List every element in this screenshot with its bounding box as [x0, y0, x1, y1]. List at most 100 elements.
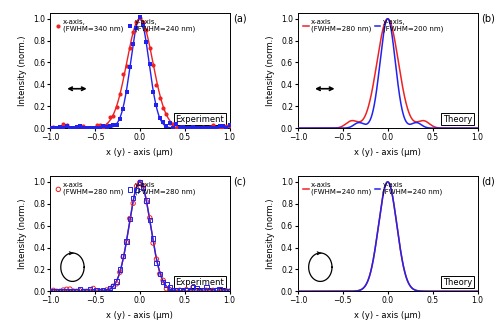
Point — [132, 184, 140, 189]
Point — [132, 25, 140, 31]
Point — [176, 124, 184, 129]
Point — [162, 123, 170, 129]
Point — [46, 289, 54, 294]
Point — [80, 289, 88, 294]
Text: Experiment: Experiment — [176, 115, 224, 123]
Point — [212, 288, 220, 293]
Point — [196, 125, 203, 131]
X-axis label: x (y) - axis (μm): x (y) - axis (μm) — [106, 311, 173, 320]
Point — [89, 289, 97, 294]
Point — [199, 289, 207, 294]
Point — [46, 125, 54, 131]
Point — [179, 124, 187, 129]
Point — [62, 124, 70, 129]
Point — [112, 281, 120, 286]
Point — [199, 287, 207, 293]
Point — [86, 125, 94, 130]
Point — [219, 289, 227, 294]
Point — [156, 96, 164, 101]
Point — [80, 123, 88, 129]
Point — [186, 289, 194, 294]
Point — [149, 89, 157, 95]
Point — [119, 254, 127, 259]
Point — [216, 125, 224, 130]
Point — [72, 289, 80, 294]
Point — [126, 65, 134, 70]
Point — [186, 125, 194, 131]
Point — [50, 289, 58, 294]
Point — [46, 125, 54, 131]
Text: Theory: Theory — [443, 278, 472, 287]
Point — [60, 121, 68, 127]
Point — [149, 63, 157, 68]
Point — [139, 22, 147, 27]
Legend: x-axis
(FWHM=280 nm), y-axis
(FWHM=280 nm): x-axis (FWHM=280 nm), y-axis (FWHM=280 n… — [54, 180, 197, 198]
Point — [172, 121, 180, 127]
Point — [216, 123, 224, 129]
Point — [169, 289, 177, 294]
Point — [112, 122, 120, 127]
Point — [56, 289, 64, 294]
Point — [109, 284, 117, 289]
Point — [116, 91, 124, 96]
Point — [92, 122, 100, 128]
Point — [92, 289, 100, 294]
Point — [222, 123, 230, 129]
Point — [89, 125, 97, 130]
Point — [50, 124, 58, 130]
Y-axis label: Intensity (norm.): Intensity (norm.) — [266, 35, 276, 106]
X-axis label: x (y) - axis (μm): x (y) - axis (μm) — [106, 148, 173, 157]
Point — [112, 279, 120, 284]
Point — [56, 125, 64, 131]
Point — [109, 113, 117, 118]
Point — [70, 289, 78, 294]
Point — [82, 289, 90, 294]
Point — [192, 125, 200, 131]
Point — [106, 285, 114, 291]
Point — [70, 125, 78, 130]
Point — [142, 39, 150, 45]
Point — [129, 195, 137, 200]
Point — [122, 89, 130, 94]
Point — [162, 282, 170, 287]
Point — [182, 125, 190, 130]
Point — [196, 125, 203, 130]
X-axis label: x (y) - axis (μm): x (y) - axis (μm) — [354, 148, 421, 157]
Point — [129, 201, 137, 206]
Point — [119, 71, 127, 76]
Point — [142, 27, 150, 32]
Point — [52, 289, 60, 294]
Point — [119, 106, 127, 112]
Point — [192, 286, 200, 291]
Point — [222, 288, 230, 294]
Point — [146, 217, 154, 223]
Point — [139, 185, 147, 190]
Point — [206, 125, 214, 130]
Point — [169, 125, 177, 131]
Point — [179, 289, 187, 294]
Point — [166, 285, 173, 290]
Point — [56, 124, 64, 129]
Point — [149, 240, 157, 246]
Point — [122, 239, 130, 244]
Point — [122, 63, 130, 68]
Point — [179, 125, 187, 131]
Point — [222, 125, 230, 131]
Point — [182, 125, 190, 131]
Point — [99, 288, 107, 293]
Point — [62, 289, 70, 294]
Point — [159, 119, 167, 125]
Point — [159, 279, 167, 285]
Point — [99, 125, 107, 131]
Text: (c): (c) — [233, 176, 246, 186]
Point — [192, 125, 200, 130]
Point — [169, 121, 177, 126]
Point — [89, 286, 97, 291]
Point — [149, 236, 157, 241]
Point — [52, 289, 60, 294]
Point — [179, 289, 187, 294]
Point — [76, 124, 84, 129]
Point — [209, 123, 217, 128]
Point — [60, 287, 68, 293]
Point — [139, 20, 147, 25]
